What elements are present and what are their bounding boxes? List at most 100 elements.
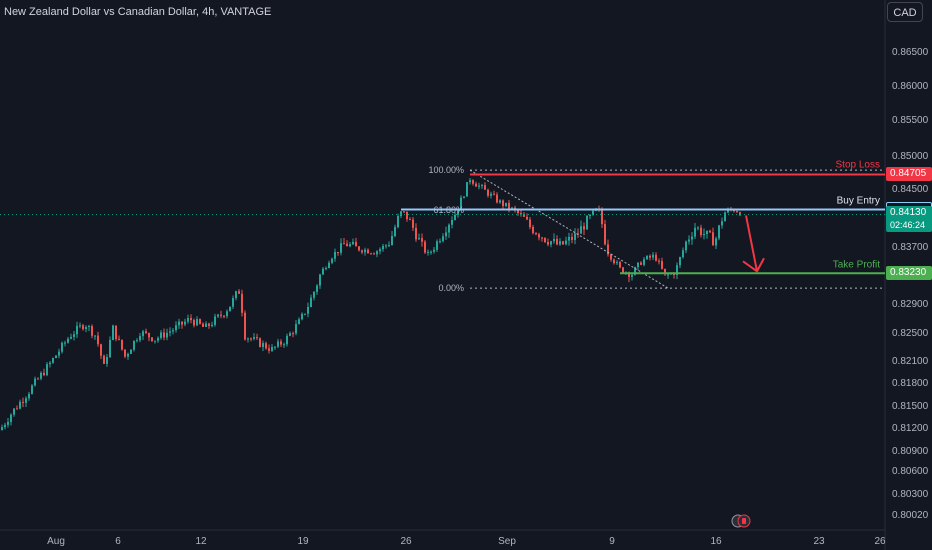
candle-body: [544, 237, 546, 243]
candle-body: [298, 319, 300, 325]
candle-body: [244, 312, 246, 340]
tradingview-logo-icon[interactable]: [731, 514, 751, 528]
candle-body: [328, 262, 330, 269]
candle-body: [718, 225, 720, 239]
price-tick: 0.81200: [892, 423, 929, 434]
candle-body: [646, 255, 648, 260]
candle-body: [163, 332, 165, 338]
candle-body: [169, 331, 171, 333]
candle-body: [217, 314, 219, 317]
candle-body: [496, 194, 498, 203]
candle-body: [1, 427, 3, 431]
candle-body: [373, 253, 375, 255]
candle-body: [676, 265, 678, 276]
candle-body: [172, 330, 174, 332]
candle-body: [109, 339, 111, 358]
price-tick: 0.86000: [892, 81, 929, 92]
candle-body: [550, 241, 552, 245]
time-tick: 16: [710, 536, 722, 547]
candle-body: [631, 274, 633, 277]
fib-level-label: 0.00%: [438, 283, 464, 293]
candle-body: [313, 291, 315, 298]
candle-body: [115, 325, 117, 340]
candle-body: [685, 241, 687, 251]
candle-body: [10, 414, 12, 422]
candle-body: [283, 344, 285, 346]
candle-body: [682, 250, 684, 258]
candle-body: [547, 242, 549, 245]
price-tick: 0.86500: [892, 47, 929, 58]
candle-body: [40, 372, 42, 379]
candle-body: [649, 255, 651, 258]
candle-body: [436, 241, 438, 250]
candle-body: [196, 319, 198, 326]
candle-body: [199, 319, 201, 324]
price-tick: 0.82500: [892, 328, 929, 339]
candle-body: [220, 314, 222, 316]
candle-body: [616, 262, 618, 264]
candle-body: [679, 257, 681, 266]
candle-body: [292, 333, 294, 335]
candle-body: [112, 325, 114, 340]
candle-body: [229, 306, 231, 312]
candle-body: [4, 424, 6, 428]
candle-body: [223, 315, 225, 317]
candle-body: [568, 236, 570, 241]
current-price-label: 0.84130 02:46:24: [886, 206, 932, 233]
candle-body: [46, 364, 48, 376]
stop-loss-price-label: 0.84705: [886, 167, 932, 182]
candle-body: [415, 227, 417, 240]
candle-body: [211, 324, 213, 327]
candle-body: [559, 241, 561, 245]
candle-body: [523, 214, 525, 217]
candle-body: [607, 244, 609, 255]
candle-body: [31, 385, 33, 394]
candle-body: [337, 251, 339, 253]
currency-button[interactable]: CAD: [887, 2, 923, 22]
candle-body: [250, 338, 252, 340]
price-tick: 0.81800: [892, 378, 929, 389]
candle-body: [187, 318, 189, 322]
candle-body: [475, 183, 477, 187]
candle-body: [130, 349, 132, 354]
candle-body: [520, 213, 522, 215]
candle-body: [319, 274, 321, 286]
candle-body: [67, 338, 69, 343]
candle-body: [697, 227, 699, 229]
candle-body: [445, 232, 447, 237]
candles-group: [1, 178, 741, 431]
candle-body: [442, 236, 444, 242]
candle-body: [91, 325, 93, 336]
candle-body: [700, 227, 702, 236]
bar-countdown: 02:46:24: [890, 220, 926, 231]
candle-body: [64, 342, 66, 344]
candle-body: [460, 197, 462, 210]
candle-body: [517, 209, 519, 214]
price-tick: 0.85500: [892, 115, 929, 126]
candle-body: [556, 238, 558, 245]
candle-body: [427, 251, 429, 253]
candle-body: [715, 238, 717, 246]
candle-body: [403, 211, 405, 213]
candle-body: [157, 337, 159, 341]
candle-body: [256, 337, 258, 339]
candle-body: [691, 236, 693, 240]
candle-body: [430, 251, 432, 253]
candle-body: [622, 267, 624, 273]
candle-body: [613, 259, 615, 264]
candle-body: [457, 209, 459, 215]
candle-body: [664, 268, 666, 275]
candle-body: [643, 259, 645, 265]
candle-body: [397, 216, 399, 228]
price-tick: 0.80020: [892, 510, 929, 521]
candle-body: [100, 344, 102, 356]
target-arrow: [745, 215, 758, 272]
candle-body: [355, 242, 357, 247]
candle-body: [145, 331, 147, 333]
candle-body: [541, 237, 543, 239]
candle-body: [601, 209, 603, 225]
candle-body: [316, 285, 318, 292]
candle-body: [535, 233, 537, 235]
candle-body: [280, 341, 282, 345]
